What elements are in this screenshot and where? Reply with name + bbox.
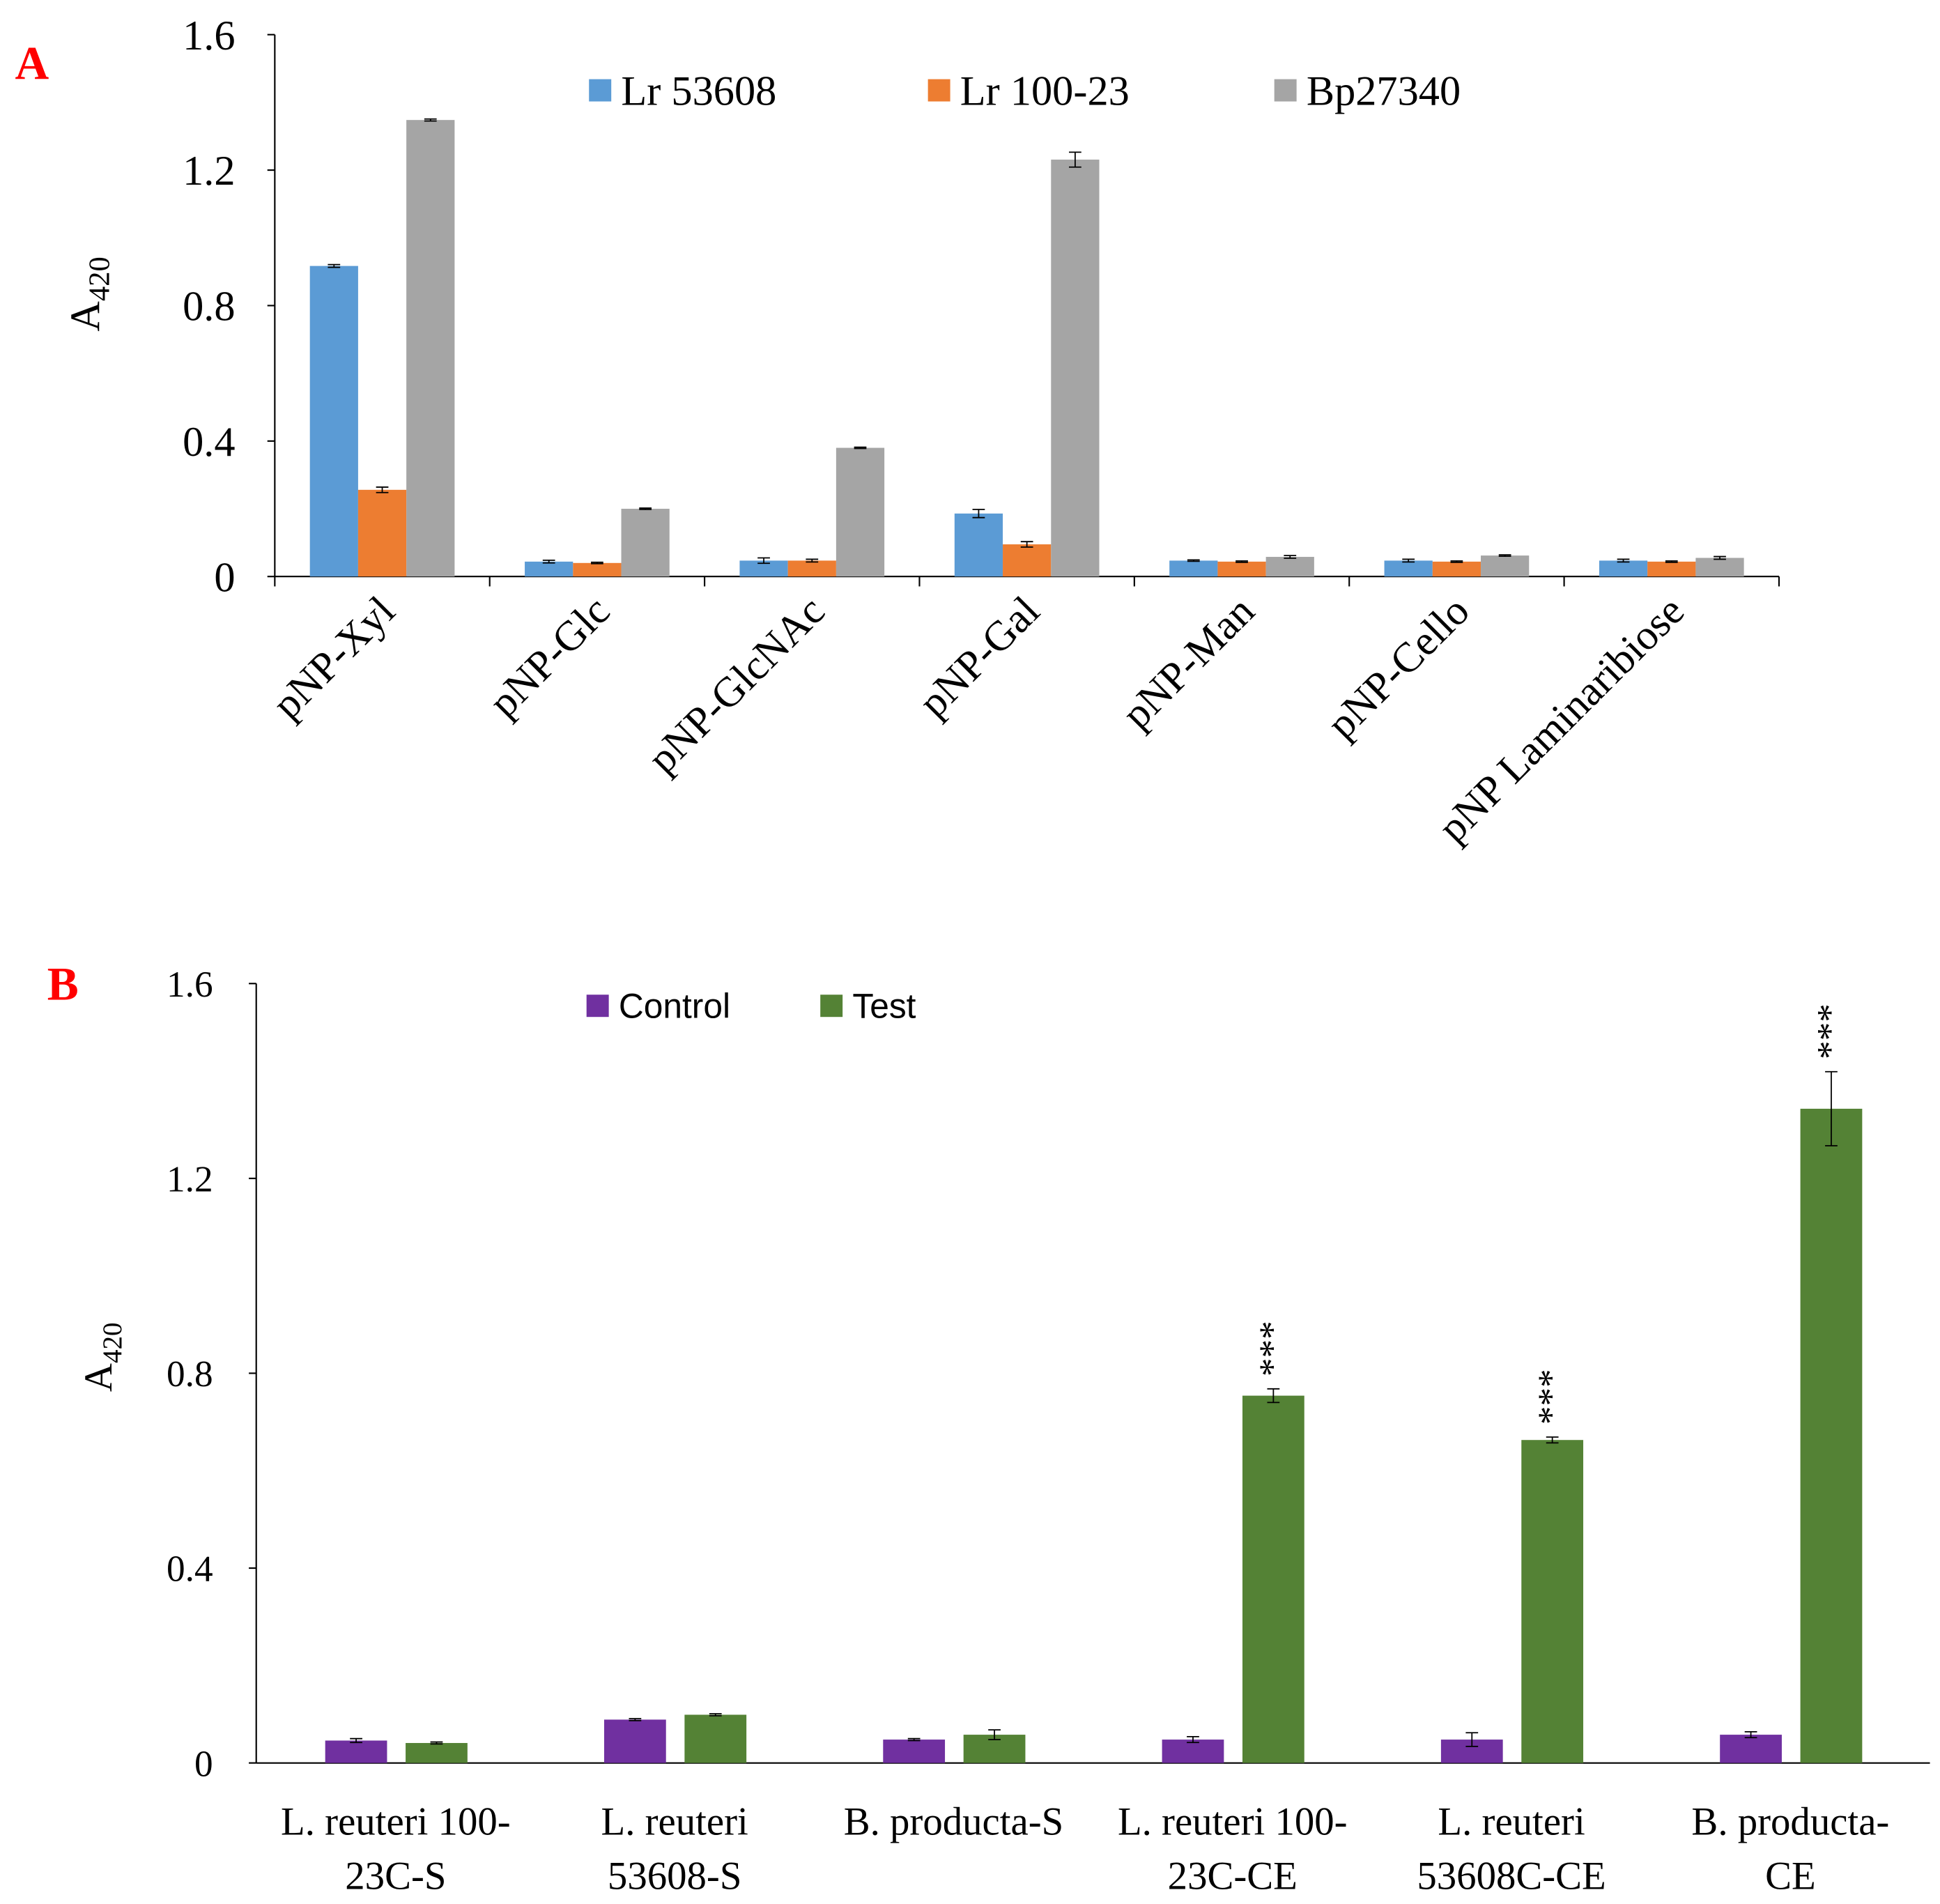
bar-bp27340: [836, 447, 885, 577]
y-tick-label: 0.4: [167, 1549, 213, 1590]
x-tick-label: B. producta-S: [844, 1800, 1063, 1844]
bar-bp27340: [1265, 557, 1314, 577]
bar-test: [1242, 1395, 1304, 1763]
y-axis-label-b-main: A: [77, 1363, 121, 1392]
y-tick-label: 0: [194, 1743, 213, 1784]
bar-lr-100-23: [1003, 544, 1052, 577]
bar-test: [1800, 1108, 1863, 1763]
y-tick-label: 0: [214, 554, 235, 601]
legend-swatch: [927, 79, 950, 102]
bar-lr-53608: [309, 266, 358, 577]
legend-swatch: [820, 995, 843, 1018]
y-axis-label-b-sub: 420: [98, 1322, 128, 1363]
x-tick-label: pNP-Cello: [1318, 588, 1479, 748]
x-tick-label: CE: [1765, 1855, 1816, 1898]
panel-label-b: B: [47, 958, 79, 1010]
x-tick-label: pNP-Man: [1114, 588, 1264, 738]
bar-lr-100-23: [1217, 561, 1266, 577]
bar-lr-53608: [739, 560, 788, 577]
bar-bp27340: [1481, 555, 1530, 577]
significance-annotation: ***: [1810, 1004, 1851, 1059]
bar-lr-100-23: [573, 562, 622, 577]
bar-bp27340: [621, 509, 670, 577]
x-tick-label: pNP-GlcNAc: [639, 588, 834, 783]
y-axis-label-a: A420: [62, 256, 116, 331]
bar-test: [406, 1742, 468, 1763]
x-tick-label: 23C-CE: [1168, 1855, 1298, 1898]
x-tick-label: L. reuteri 100-: [1118, 1800, 1348, 1844]
bar-control: [603, 1719, 666, 1763]
y-axis-label-b: A420: [77, 1322, 128, 1392]
y-tick-label: 0.8: [167, 1353, 213, 1395]
bar-test: [684, 1714, 747, 1763]
bar-control: [1720, 1735, 1782, 1763]
bar-lr-53608: [525, 561, 573, 577]
bar-lr-100-23: [357, 489, 407, 577]
x-tick-label: 53608-S: [608, 1855, 742, 1898]
y-tick-label: 0.4: [183, 419, 235, 466]
legend-label: Test: [852, 987, 916, 1026]
bar-bp27340: [406, 120, 455, 577]
bar-lr-53608: [1599, 560, 1648, 577]
y-tick-label: 0.8: [183, 284, 235, 330]
bar-lr-53608: [1169, 560, 1218, 577]
x-tick-label: L. reuteri 100-: [281, 1800, 511, 1844]
x-tick-label: pNP-Xyl: [263, 588, 403, 728]
x-tick-label: L. reuteri: [601, 1800, 748, 1844]
legend-label: Lr 53608: [621, 68, 776, 115]
legend-swatch: [589, 79, 612, 102]
y-tick-label: 1.2: [167, 1158, 213, 1199]
x-tick-label: pNP-Gal: [910, 588, 1049, 726]
x-tick-label: pNP-Glc: [480, 588, 619, 726]
bar-control: [325, 1740, 387, 1763]
significance-annotation: ***: [1531, 1369, 1572, 1425]
significance-annotation: ***: [1252, 1321, 1293, 1376]
legend-label: Lr 100-23: [960, 68, 1130, 115]
bar-lr-100-23: [1647, 561, 1696, 577]
x-tick-label: 53608C-CE: [1417, 1855, 1606, 1898]
x-tick-label: L. reuteri: [1438, 1800, 1585, 1844]
bar-lr-100-23: [1432, 561, 1481, 577]
y-tick-label: 1.6: [183, 13, 235, 59]
legend-label: Control: [619, 987, 730, 1026]
legend-label: Bp27340: [1307, 68, 1461, 115]
panel-label-a: A: [15, 38, 49, 90]
bar-test: [1521, 1440, 1584, 1763]
bar-lr-53608: [1384, 560, 1433, 577]
bar-bp27340: [1051, 160, 1100, 577]
bar-lr-53608: [954, 513, 1003, 577]
x-tick-label: 23C-S: [345, 1855, 446, 1898]
y-axis-label-a-sub: 420: [83, 256, 116, 301]
chart-panel-b: B A420 0 0.4 0.8 1.2 1.6 L. reuteri 100- 23C-S…: [47, 958, 1930, 1898]
y-tick-label: 1.6: [167, 964, 213, 1005]
legend-swatch: [586, 995, 609, 1018]
bar-lr-100-23: [787, 560, 836, 577]
bar-bp27340: [1695, 558, 1744, 577]
y-axis-label-a-main: A: [62, 301, 109, 332]
y-tick-label: 1.2: [183, 148, 235, 194]
bar-control: [883, 1740, 946, 1763]
bar-control: [1162, 1740, 1224, 1763]
legend-swatch: [1274, 79, 1297, 102]
x-tick-label: B. producta-: [1691, 1800, 1889, 1844]
